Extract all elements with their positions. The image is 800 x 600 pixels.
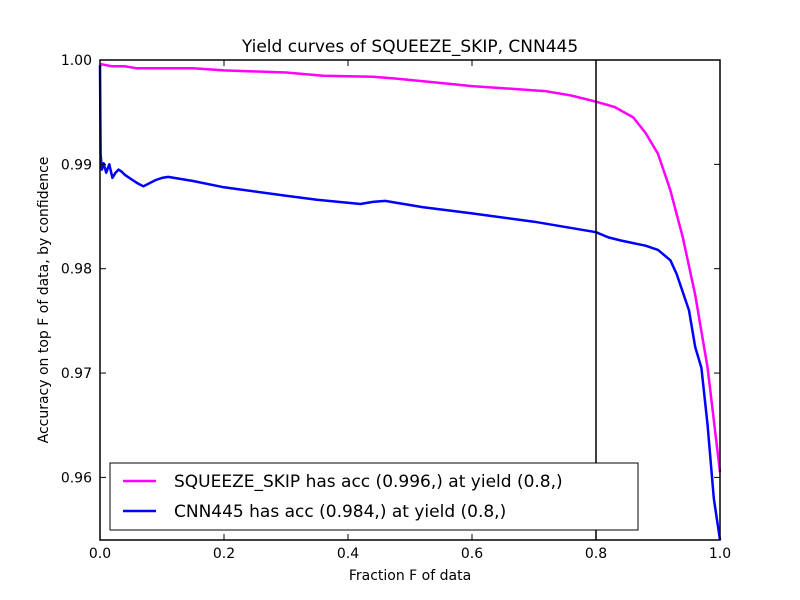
x-tick-label: 0.2 (213, 546, 235, 562)
y-axis-ticks: 0.96 0.97 0.98 0.99 1.00 (61, 53, 720, 486)
x-tick-label: 0.4 (337, 546, 359, 562)
y-tick-label: 0.98 (61, 262, 92, 278)
x-tick-label: 0.0 (89, 546, 111, 562)
y-axis-label: Accuracy on top F of data, by confidence (36, 157, 52, 444)
series-line-0 (98, 62, 722, 473)
y-tick-label: 0.99 (61, 157, 92, 173)
y-tick-label: 0.97 (61, 366, 92, 382)
legend-label-squeeze-skip: SQUEEZE_SKIP has acc (0.996,) at yield (… (174, 472, 563, 492)
x-axis-ticks: 0.0 0.2 0.4 0.6 0.8 1.0 (89, 60, 731, 562)
x-tick-label: 0.6 (461, 546, 483, 562)
legend-label-cnn445: CNN445 has acc (0.984,) at yield (0.8,) (174, 502, 506, 522)
y-tick-label: 1.00 (61, 53, 92, 69)
series-layer (98, 62, 722, 541)
x-axis-label: Fraction F of data (349, 568, 471, 584)
legend-box (109, 462, 639, 531)
legend: SQUEEZE_SKIP has acc (0.996,) at yield (… (109, 462, 639, 531)
plot-frame (99, 59, 721, 541)
x-tick-label: 0.8 (585, 546, 607, 562)
y-tick-label: 0.96 (61, 470, 92, 486)
chart-title: Yield curves of SQUEEZE_SKIP, CNN445 (241, 37, 578, 57)
series-line-1 (98, 65, 722, 541)
x-tick-label: 1.0 (709, 546, 731, 562)
